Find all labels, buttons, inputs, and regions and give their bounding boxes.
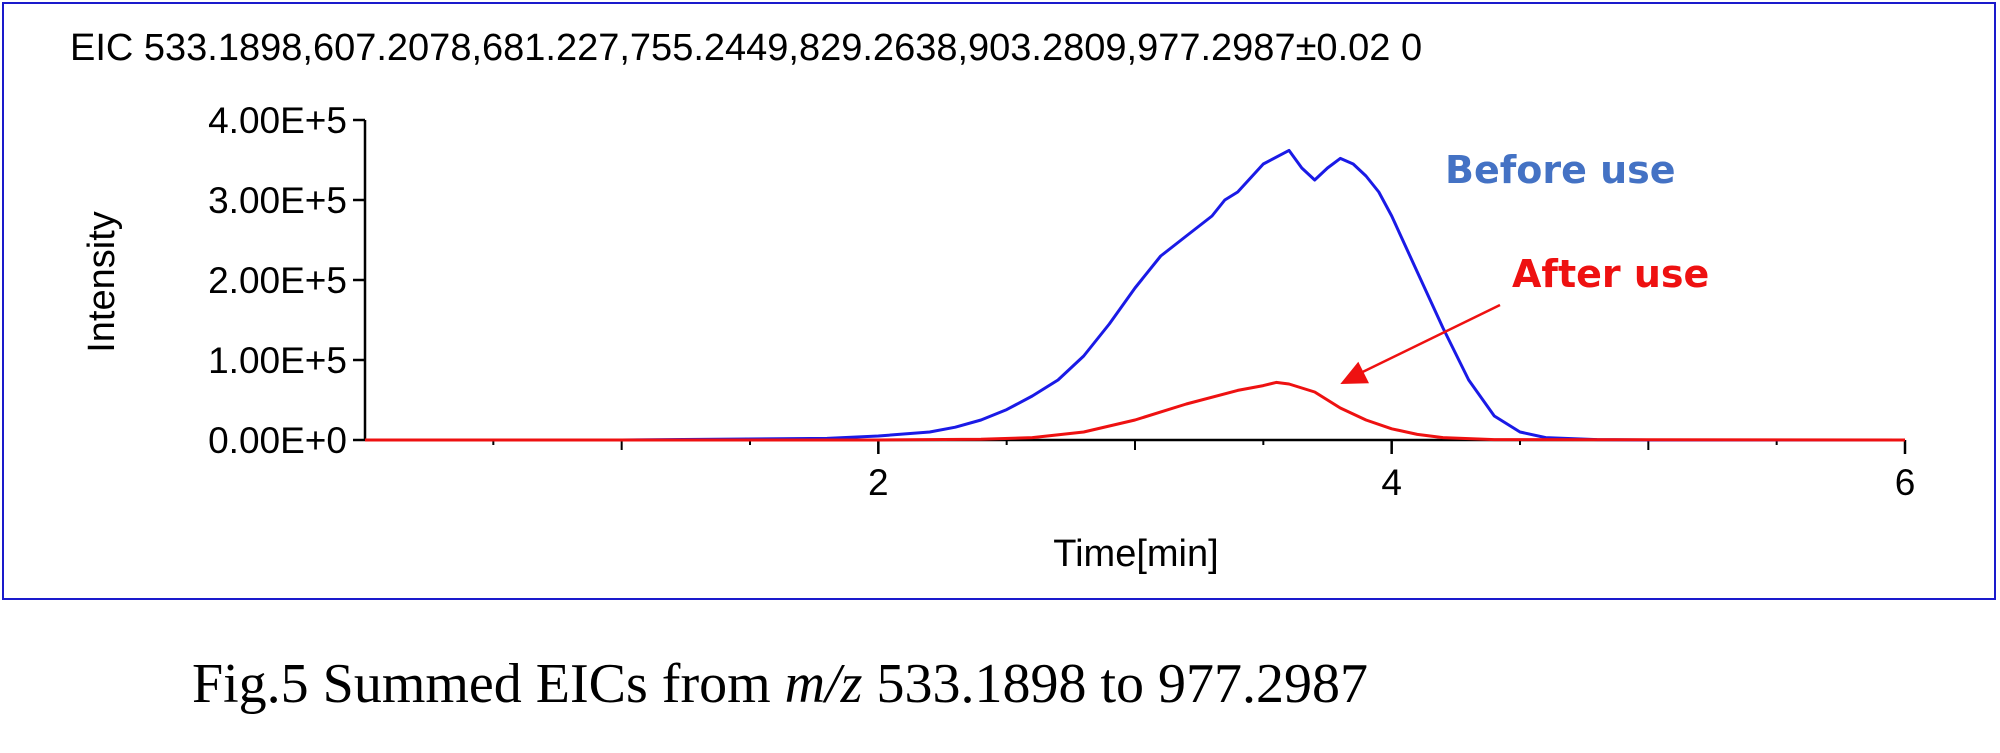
caption-prefix: Fig.5 Summed EICs from [191, 653, 785, 715]
annotation-arrow-head [1340, 361, 1369, 384]
y-tick-label: 1.00E+5 [208, 340, 347, 381]
x-tick-label: 4 [1381, 462, 1402, 503]
x-axis-label: Time[min] [1053, 533, 1218, 575]
x-tick-label: 2 [868, 462, 889, 503]
legend: Before use After use [1340, 148, 1709, 384]
y-tick-label: 0.00E+0 [208, 420, 347, 461]
legend-label-after-use: After use [1512, 252, 1709, 296]
y-tick-label: 4.00E+5 [208, 100, 347, 141]
y-tick-label: 2.00E+5 [208, 260, 347, 301]
chart-frame [2, 2, 1996, 600]
series-layer [365, 148, 1906, 442]
annotation-arrow-line [1353, 303, 1501, 378]
chart-title: EIC 533.1898,607.2078,681.227,755.2449,8… [70, 27, 1422, 69]
series-line-after-use [365, 380, 1906, 442]
figure-caption: Fig.5 Summed EICs from m/z 533.1898 to 9… [0, 652, 1560, 716]
y-axis-label: Intensity [81, 211, 123, 353]
x-tick-label: 6 [1895, 462, 1916, 503]
caption-italic: m/z [784, 653, 863, 715]
axes: 0.00E+0 1.00E+5 2.00E+5 3.00E+5 4.00E+5 2 4 6 [208, 100, 1915, 503]
y-tick-label: 3.00E+5 [208, 180, 347, 221]
legend-label-before-use: Before use [1445, 148, 1676, 192]
eic-chart: EIC 533.1898,607.2078,681.227,755.2449,8… [70, 27, 1915, 575]
caption-suffix: 533.1898 to 977.2987 [862, 653, 1369, 715]
series-line-before-use [365, 148, 1905, 442]
